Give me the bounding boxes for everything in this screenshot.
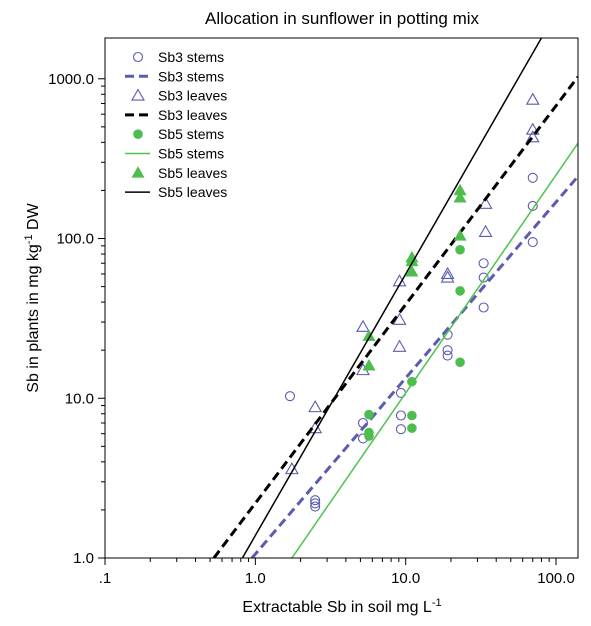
sb3-stems-point bbox=[310, 498, 321, 509]
sb5-stems-point bbox=[455, 357, 465, 368]
sb5-leaves-point bbox=[453, 229, 467, 241]
legend-sb3-stems-label: Sb3 stems bbox=[158, 49, 224, 65]
sb3-stems-point bbox=[527, 172, 538, 183]
legend-sb3-leaves-marker bbox=[131, 88, 145, 101]
legend-sb3-stems-label: Sb3 stems bbox=[158, 68, 224, 84]
sb3-stems-point bbox=[442, 345, 453, 356]
y-tick-label: 1.0 bbox=[73, 550, 94, 567]
sb3-stems-point bbox=[527, 237, 538, 248]
x-tick-label: .1 bbox=[99, 570, 112, 587]
legend-sb3-stems-marker bbox=[132, 51, 144, 63]
plot-frame bbox=[104, 37, 579, 559]
sb3-leaves-point bbox=[525, 122, 540, 135]
legend: Sb3 stems Sb3 stems Sb3 leaves Sb3 leaves Sb… bbox=[125, 49, 227, 200]
plot-area bbox=[212, 38, 578, 558]
sb3-leaves-point bbox=[440, 270, 455, 283]
legend-sb5-stems-label: Sb5 stems bbox=[158, 126, 224, 142]
sb3-leaves-point bbox=[478, 224, 493, 237]
sb5-leaves-fit-line bbox=[241, 38, 543, 558]
sb5-leaves-point bbox=[453, 191, 467, 203]
sb3-leaves-point bbox=[440, 266, 455, 280]
sb3-leaves-point bbox=[308, 400, 323, 413]
x-axis-label: Extractable Sb in soil mg L-1 bbox=[242, 597, 441, 616]
y-tick-label: 100.0 bbox=[56, 231, 94, 248]
sb5-stems-point bbox=[364, 409, 374, 420]
sb3-leaves-point bbox=[392, 339, 407, 352]
sb5-stems-point bbox=[407, 423, 417, 433]
y-tick-label: 10.0 bbox=[65, 390, 94, 407]
sb5-stems-point bbox=[455, 286, 465, 296]
y-tick-label: 1000.0 bbox=[48, 71, 94, 88]
sb3-stems-fit-line bbox=[250, 175, 578, 558]
sb5-leaves-point bbox=[405, 265, 419, 277]
x-tick-label: 10.0 bbox=[391, 570, 420, 587]
y-axis: 1.0 10.0 100.0 1000.0 bbox=[48, 71, 105, 567]
chart-title: Allocation in sunflower in potting mix bbox=[205, 9, 480, 28]
sb3-leaves-point bbox=[478, 196, 493, 209]
sb3-stems-point bbox=[284, 391, 296, 402]
sb5-stems-point bbox=[364, 431, 374, 441]
sb5-leaves-point bbox=[362, 329, 376, 341]
legend-sb3-leaves-label: Sb3 leaves bbox=[158, 107, 227, 123]
x-tick-label: 1.0 bbox=[245, 570, 266, 587]
sb3-stems-point bbox=[478, 272, 489, 283]
sb5-stems-fit-line bbox=[291, 142, 578, 558]
legend-sb5-stems-marker bbox=[133, 129, 143, 139]
legend-sb5-leaves-label: Sb5 leaves bbox=[158, 184, 227, 200]
sb3-stems-point bbox=[442, 350, 453, 361]
sb3-stems-point bbox=[310, 495, 321, 506]
sb5-stems-point bbox=[455, 244, 465, 255]
x-axis: .1 1.0 10.0 100.0 bbox=[99, 558, 575, 587]
x-tick-label: 100.0 bbox=[537, 570, 575, 587]
sb3-leaves-point bbox=[525, 130, 540, 143]
sb5-leaves-point bbox=[362, 359, 376, 371]
sb3-stems-point bbox=[395, 410, 406, 421]
sb5-stems-point bbox=[407, 410, 417, 421]
sb3-leaves-point bbox=[284, 462, 299, 475]
sb3-stems-point bbox=[310, 501, 321, 512]
sb3-leaves-point bbox=[525, 92, 540, 105]
legend-sb5-leaves-label: Sb5 leaves bbox=[158, 165, 227, 181]
sb3-leaves-fit-line bbox=[212, 75, 578, 558]
sb3-stems-point bbox=[478, 258, 489, 269]
legend-sb5-leaves-marker bbox=[131, 166, 145, 178]
legend-sb5-stems-label: Sb5 stems bbox=[158, 146, 224, 162]
sb3-stems-point bbox=[395, 424, 406, 435]
legend-sb3-leaves-label: Sb3 leaves bbox=[158, 88, 227, 104]
sb3-leaves-point bbox=[356, 319, 370, 332]
sb3-stems-point bbox=[478, 302, 489, 313]
y-axis-label: Sb in plants in mg kg-1 DW bbox=[23, 202, 42, 392]
sb3-stems-point bbox=[527, 200, 538, 211]
